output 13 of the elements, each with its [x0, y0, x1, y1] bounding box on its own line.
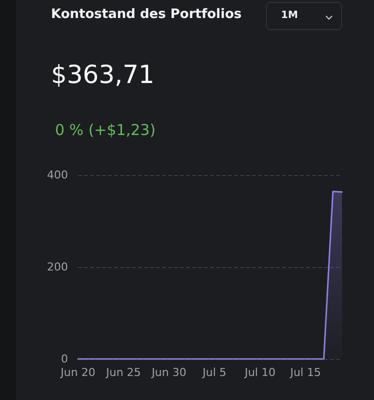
- x-tick-label: Jun 25: [105, 366, 141, 379]
- x-tick-label: Jun 20: [60, 366, 96, 379]
- chart-title: Kontostand des Portfolios: [51, 7, 242, 22]
- x-tick-label: Jul 10: [244, 366, 276, 379]
- y-tick-label: 0: [61, 352, 68, 366]
- period-dropdown: 1M: [266, 2, 342, 30]
- text: 0 % (+$1,23): [55, 121, 156, 139]
- x-tick-label: Jun 30: [150, 366, 186, 379]
- y-tick-label: 200: [47, 260, 68, 274]
- y-tick-label: 400: [47, 168, 68, 182]
- x-tick-label: Jul 5: [202, 366, 226, 379]
- x-tick-label: Jul 15: [289, 366, 321, 379]
- chart-subtitle: $363,71: [51, 60, 154, 89]
